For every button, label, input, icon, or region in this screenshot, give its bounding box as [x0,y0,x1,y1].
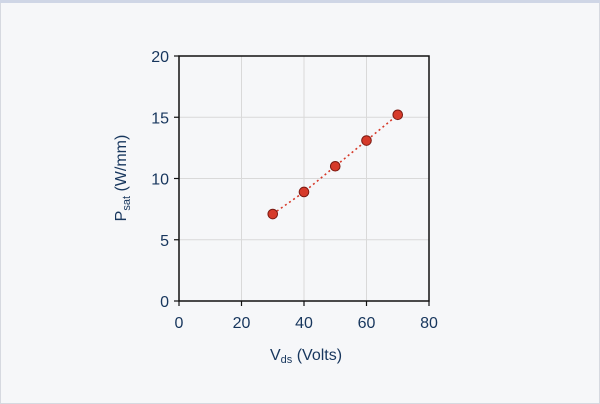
series-dotted-line [272,114,399,215]
top-strip [0,0,600,3]
data-point [361,135,372,146]
y-axis-label: Psat (W/mm) [113,135,133,222]
x-tick-label: 80 [420,315,438,332]
x-tick-label: 0 [175,315,184,332]
y-axis-ticks: 0 5 10 15 20 [151,49,179,311]
y-tick-label: 15 [151,110,169,127]
y-tick-label: 20 [151,49,169,66]
series-points [267,109,404,220]
y-tick-label: 10 [151,172,169,189]
data-point [298,186,310,198]
data-point [267,208,279,220]
x-axis-ticks: 0 20 40 60 80 [175,301,438,332]
x-tick-label: 60 [358,315,376,332]
x-tick-label: 40 [295,315,313,332]
x-tick-label: 20 [233,315,251,332]
x-axis-label: Vds (Volts) [270,347,342,366]
y-tick-label: 5 [160,233,169,250]
data-point [329,160,341,172]
data-point [392,109,404,121]
grid [179,56,429,301]
y-tick-label: 0 [160,294,169,311]
